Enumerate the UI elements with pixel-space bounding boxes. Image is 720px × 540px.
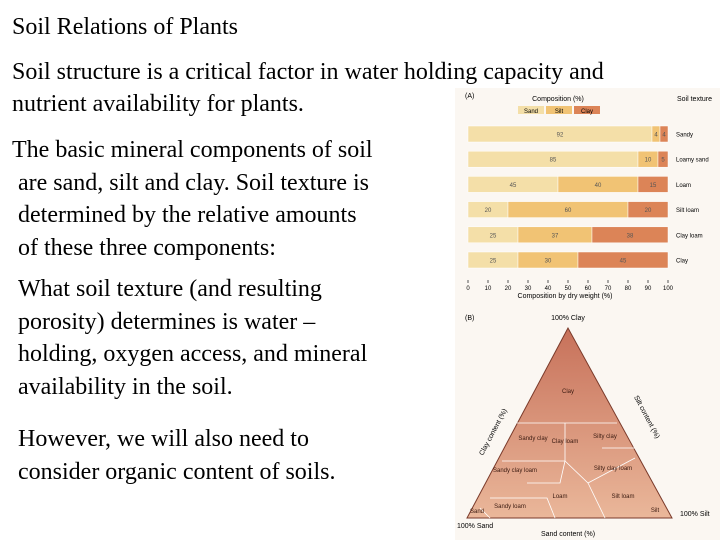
bar-value: 25 xyxy=(490,233,497,239)
corner-label: 100% Sand xyxy=(457,523,493,530)
bar-value: 30 xyxy=(545,259,552,265)
text-line: consider organic content of soils. xyxy=(18,458,336,485)
x-tick-label: 30 xyxy=(525,286,532,292)
bar-value: 25 xyxy=(490,259,497,265)
corner-label: 100% Silt xyxy=(680,511,710,518)
text-line: are sand, silt and clay. Soil texture is xyxy=(18,169,370,196)
bar-value: 20 xyxy=(485,208,492,214)
panel-label: (A) xyxy=(465,93,474,100)
panel-label: (B) xyxy=(465,315,474,322)
texture-label: Loamy sand xyxy=(676,158,709,164)
region-label: Sand xyxy=(470,509,484,515)
x-tick-label: 80 xyxy=(625,286,632,292)
text-line: Soil structure is a critical factor in w… xyxy=(12,59,604,85)
texture-label: Clay xyxy=(676,259,688,265)
bar-value: 60 xyxy=(565,208,572,214)
legend-swatch xyxy=(574,106,600,114)
axis-title: Sand content (%) xyxy=(541,531,595,538)
text-line: However, we will also need to xyxy=(18,426,309,452)
bar-value: 4 xyxy=(662,133,666,139)
x-tick-label: 0 xyxy=(466,286,470,292)
bar-value: 15 xyxy=(650,183,657,189)
region-borders xyxy=(479,422,636,519)
region-label: Loam xyxy=(552,494,567,500)
x-tick-label: 20 xyxy=(505,286,512,292)
bar-value: 10 xyxy=(645,158,652,164)
bar-value: 92 xyxy=(557,133,564,139)
region-label: Clay xyxy=(562,389,574,395)
legend-label: Silt xyxy=(555,109,564,115)
texture-label: Clay loam xyxy=(676,233,703,239)
bar-value: 20 xyxy=(645,208,652,214)
text-line: The basic mineral components of soil xyxy=(12,137,373,163)
legend-swatch xyxy=(518,106,544,114)
region-label: Silt loam xyxy=(611,494,634,500)
region-label: Clay loam xyxy=(552,439,579,445)
bar-value: 5 xyxy=(661,158,665,164)
region-label: Sandy clay xyxy=(518,436,547,442)
bar-value: 45 xyxy=(510,183,517,189)
bar-segment xyxy=(659,125,669,143)
texture-label: Sandy xyxy=(676,133,693,139)
axis-title: Composition by dry weight (%) xyxy=(518,293,613,300)
corner-label: 100% Clay xyxy=(551,315,585,322)
text-line: of these three components: xyxy=(18,234,276,261)
region-label: Silt xyxy=(651,508,660,514)
bar-value: 38 xyxy=(627,233,634,239)
text-line: nutrient availability for plants. xyxy=(12,91,304,117)
x-tick-label: 10 xyxy=(485,286,492,292)
bar-value: 45 xyxy=(620,259,627,265)
bar-value: 37 xyxy=(552,233,559,239)
x-tick-label: 70 xyxy=(605,286,612,292)
bar-value: 85 xyxy=(550,158,557,164)
bar-segment xyxy=(637,176,669,193)
x-tick-label: 100 xyxy=(663,286,674,292)
region-label: Silty clay xyxy=(593,434,617,440)
region-label: Silty clay loam xyxy=(594,466,632,472)
text-line: holding, oxygen access, and mineral xyxy=(18,341,368,367)
panel-header: Composition (%) xyxy=(532,96,584,103)
region-label: Sandy clay loam xyxy=(493,468,537,474)
bar-segment xyxy=(657,150,669,168)
bar-segment xyxy=(577,251,669,269)
text-line: porosity) determines is water – xyxy=(18,308,316,335)
panel-header: Soil texture xyxy=(677,96,712,103)
bar-segment xyxy=(591,226,669,244)
region-label: Sandy loam xyxy=(494,504,526,510)
bar-value: 40 xyxy=(595,183,602,189)
slide-title: Soil Relations of Plants xyxy=(12,14,239,40)
x-tick-label: 40 xyxy=(545,286,552,292)
x-tick-label: 90 xyxy=(645,286,652,292)
legend-label: Clay xyxy=(581,109,593,115)
text-line: availability in the soil. xyxy=(18,373,233,400)
text-line: determined by the relative amounts xyxy=(18,202,357,228)
legend-label: Sand xyxy=(524,109,538,115)
texture-label: Loam xyxy=(676,183,691,189)
x-tick-label: 60 xyxy=(585,286,592,292)
bar-value: 4 xyxy=(654,133,658,139)
texture-label: Silt loam xyxy=(676,208,699,214)
x-tick-label: 50 xyxy=(565,286,572,292)
figure: (A) Composition (%) Soil texture Composi… xyxy=(455,88,720,540)
bar-segment xyxy=(627,201,669,218)
text-line: What soil texture (and resulting xyxy=(18,276,322,302)
legend-swatch xyxy=(546,106,572,114)
